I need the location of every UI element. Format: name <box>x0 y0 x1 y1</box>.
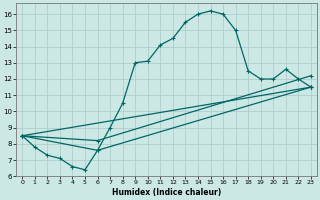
X-axis label: Humidex (Indice chaleur): Humidex (Indice chaleur) <box>112 188 221 197</box>
